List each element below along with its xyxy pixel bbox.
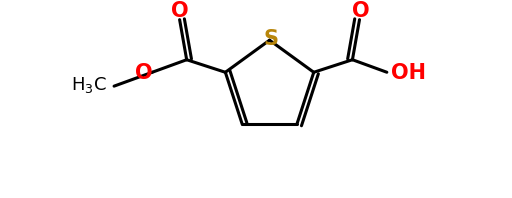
Text: O: O: [352, 1, 369, 21]
Text: H$_3$C: H$_3$C: [71, 75, 106, 95]
Text: O: O: [171, 1, 188, 21]
Text: O: O: [135, 63, 153, 83]
Text: S: S: [263, 29, 278, 49]
Text: OH: OH: [391, 63, 425, 83]
